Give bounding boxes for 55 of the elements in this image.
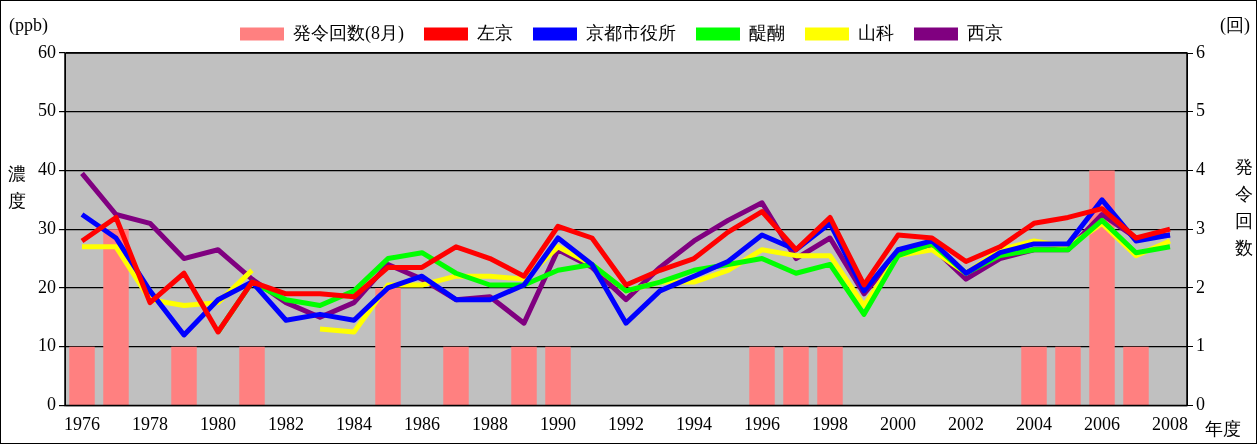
legend-label: 京都市役所 [585,22,676,43]
bar [1055,346,1081,405]
y-axis-title: 濃度 [8,164,26,212]
x-tick-label: 1994 [676,413,712,434]
x-tick-label: 1978 [132,413,168,434]
y2-tick-label: 3 [1196,217,1205,238]
y2-tick-label: 2 [1196,276,1205,297]
y-tick-label: 0 [47,394,56,415]
y-tick-label: 60 [38,41,56,62]
x-tick-label: 1982 [268,413,304,434]
bar [239,346,265,405]
x-tick-label: 2000 [880,413,916,434]
bar [783,346,809,405]
x-tick-label: 1996 [744,413,780,434]
x-tick-label: 1980 [200,413,236,434]
y2-tick-label: 1 [1196,335,1205,356]
x-tick-label: 2008 [1152,413,1188,434]
x-tick-label: 1976 [64,413,100,434]
bar [443,346,469,405]
y-tick-label: 30 [38,217,56,238]
x-tick-label: 1984 [336,413,372,434]
bar [1123,346,1149,405]
legend-label: 左京 [476,22,513,43]
x-tick-label: 1992 [608,413,644,434]
text: (ppb) [9,14,48,36]
bar [749,346,775,405]
y-tick-label: 20 [38,276,56,297]
x-tick-label: 1998 [812,413,848,434]
bar [171,346,197,405]
legend-label: 発令回数(8月) [293,22,405,44]
legend-label: 山科 [857,22,894,43]
y-tick-label: 50 [38,100,56,121]
bar [1021,346,1047,405]
x-tick-label: 2006 [1084,413,1120,434]
y2-axis-title: 発令回数 [1235,157,1253,259]
y-tick-label: 40 [38,159,56,180]
bar [545,346,571,405]
y2-tick-label: 4 [1196,159,1205,180]
bar [69,346,95,405]
x-tick-label: 2002 [948,413,984,434]
x-tick-label: 1990 [540,413,576,434]
x-tick-label: 1986 [404,413,440,434]
y2-tick-label: 5 [1196,100,1205,121]
text: (回) [1220,14,1250,36]
legend-label: 醍醐 [748,22,785,43]
x-tick-label: 2004 [1016,413,1052,434]
x-axis-title: 年度 [1205,418,1241,439]
y-tick-label: 10 [38,335,56,356]
y2-tick-label: 6 [1196,41,1205,62]
bar [375,287,401,405]
x-tick-label: 1988 [472,413,508,434]
y2-tick-label: 0 [1196,394,1205,415]
bar [817,346,843,405]
bar [511,346,537,405]
legend-label: 西京 [966,22,1003,43]
